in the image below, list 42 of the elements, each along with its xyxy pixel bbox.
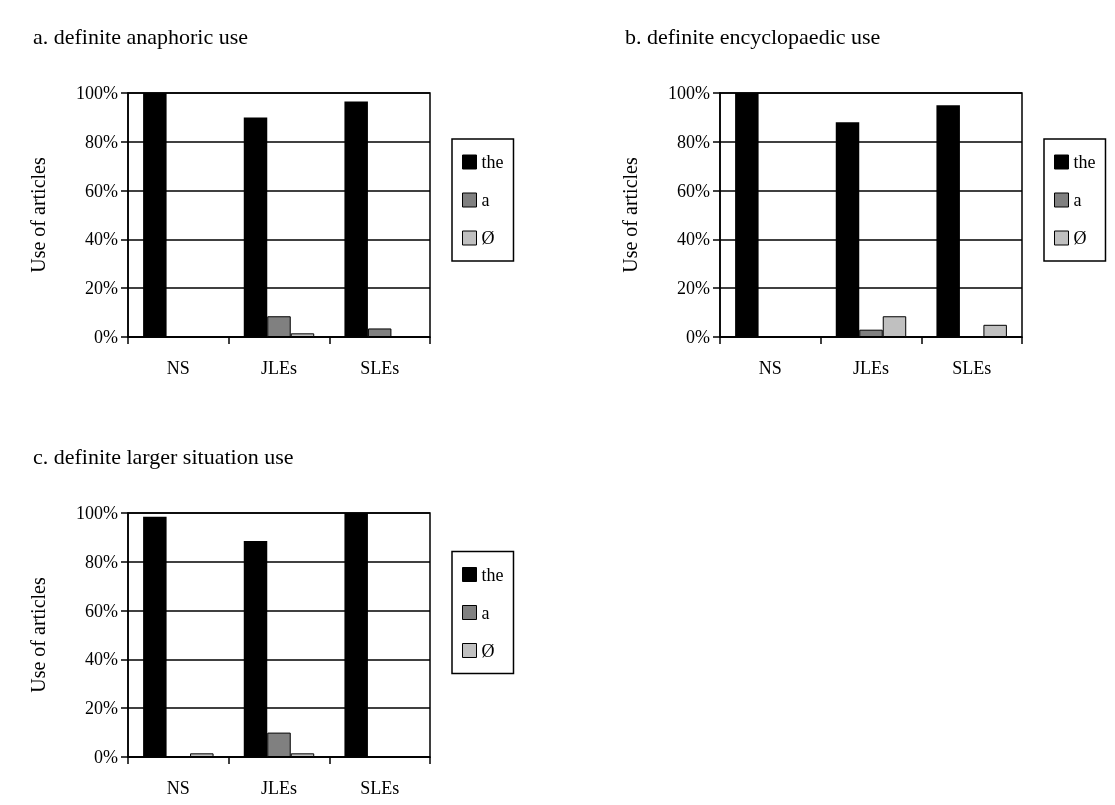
y-tick-label: 0% — [686, 327, 710, 347]
legend-label: the — [481, 564, 504, 585]
y-tick-label: 20% — [85, 278, 118, 299]
y-axis-title: Use of articles — [27, 577, 49, 693]
chart-title: b. definite encyclopaedic use — [625, 23, 881, 49]
y-tick-label: 100% — [76, 83, 118, 103]
legend-label: a — [481, 190, 490, 210]
x-tick-label: SLEs — [360, 358, 400, 378]
y-tick-label: 60% — [677, 180, 710, 201]
y-tick-label: 0% — [94, 327, 118, 347]
y-tick-label: 80% — [85, 551, 118, 572]
x-tick-label: SLEs — [360, 778, 400, 798]
y-tick-label: 20% — [677, 278, 710, 299]
y-tick-label: 100% — [668, 83, 710, 103]
legend-label: the — [1073, 152, 1096, 172]
y-tick-label: 40% — [677, 229, 710, 250]
legend-label: a — [481, 602, 490, 623]
y-tick-label: 60% — [85, 180, 118, 201]
legend-label: a — [1073, 190, 1082, 210]
x-tick-label: JLEs — [853, 358, 889, 378]
x-tick-label: NS — [166, 358, 190, 378]
legend-label: the — [481, 152, 504, 172]
y-tick-label: 0% — [94, 747, 118, 767]
x-tick-label: NS — [166, 778, 190, 798]
legend-label: Ø — [481, 228, 495, 248]
y-tick-label: 40% — [85, 649, 118, 670]
legend-label: Ø — [1073, 228, 1087, 248]
y-axis-title: Use of articles — [27, 157, 49, 273]
chart-title: c. definite larger situation use — [33, 443, 294, 469]
y-tick-label: 60% — [85, 600, 118, 621]
y-tick-label: 100% — [76, 503, 118, 523]
x-tick-label: JLEs — [261, 778, 297, 798]
y-axis-title: Use of articles — [619, 157, 641, 273]
chart-title: a. definite anaphoric use — [33, 23, 249, 49]
y-tick-label: 20% — [85, 698, 118, 719]
y-tick-label: 80% — [85, 131, 118, 152]
x-tick-label: NS — [758, 358, 782, 378]
x-tick-label: JLEs — [261, 358, 297, 378]
y-tick-label: 80% — [677, 131, 710, 152]
y-tick-label: 40% — [85, 229, 118, 250]
legend-label: Ø — [481, 640, 495, 661]
x-tick-label: SLEs — [952, 358, 992, 378]
